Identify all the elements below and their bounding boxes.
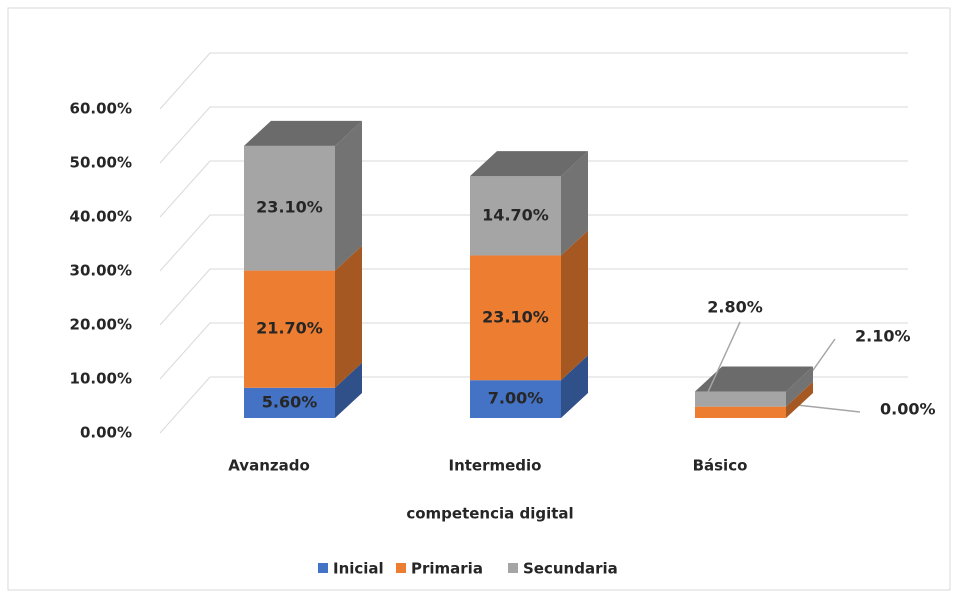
data-label: 2.10% xyxy=(855,327,911,346)
data-label: 0.00% xyxy=(880,400,936,419)
bar-side xyxy=(561,355,588,418)
legend-swatch xyxy=(318,563,328,573)
bar-side xyxy=(335,245,362,388)
y-tick-label: 40.00% xyxy=(70,208,132,226)
leader-line xyxy=(707,321,741,393)
bar xyxy=(470,255,561,381)
data-label: 23.10% xyxy=(482,307,549,326)
y-tick-label: 60.00% xyxy=(70,100,132,118)
grid-line xyxy=(159,160,908,218)
bar-segment xyxy=(695,366,813,407)
x-axis-label: competencia digital xyxy=(406,505,573,523)
y-tick-label: 20.00% xyxy=(70,316,132,334)
grid-line xyxy=(159,376,908,434)
bar-top xyxy=(244,120,362,146)
bar xyxy=(695,391,786,407)
grid-line xyxy=(159,106,908,164)
bar-side xyxy=(786,366,813,407)
bar-segment xyxy=(244,362,362,418)
bar-side xyxy=(561,151,588,256)
legend-label: Primaria xyxy=(411,560,483,578)
data-label: 5.60% xyxy=(262,392,318,411)
y-tick-label: 50.00% xyxy=(70,154,132,172)
bar-top xyxy=(695,366,813,392)
bar-segment xyxy=(470,355,588,418)
legend-swatch xyxy=(508,563,518,573)
legend-label: Inicial xyxy=(333,560,384,578)
grid-line xyxy=(159,52,908,110)
bar-side xyxy=(335,362,362,418)
bar-top xyxy=(470,151,588,177)
bar-side xyxy=(561,230,588,381)
leader-line xyxy=(787,403,861,413)
bar-segment xyxy=(695,381,813,418)
bar-segment xyxy=(244,245,362,388)
bar-side xyxy=(786,381,813,418)
bar-segment xyxy=(244,120,362,271)
data-label: 2.80% xyxy=(707,298,763,317)
data-label: 23.10% xyxy=(256,198,323,217)
bar xyxy=(695,406,786,418)
bar-segment xyxy=(470,230,588,381)
grid-line xyxy=(159,214,908,272)
x-tick-label: Avanzado xyxy=(228,457,310,475)
bar xyxy=(470,176,561,256)
legend-swatch xyxy=(396,563,406,573)
bar xyxy=(470,380,561,418)
bar-segment xyxy=(470,151,588,256)
data-label: 7.00% xyxy=(488,389,544,408)
x-tick-label: Básico xyxy=(693,457,748,475)
y-tick-label: 10.00% xyxy=(70,370,132,388)
bar xyxy=(244,145,335,271)
x-tick-label: Intermedio xyxy=(449,457,542,475)
y-tick-label: 30.00% xyxy=(70,262,132,280)
grid-line xyxy=(159,322,908,380)
y-tick-label: 0.00% xyxy=(80,424,132,442)
data-label: 21.70% xyxy=(256,319,323,338)
grid-line xyxy=(159,268,908,326)
bar xyxy=(244,387,335,418)
bar-side xyxy=(335,120,362,271)
legend-label: Secundaria xyxy=(523,560,618,578)
bar xyxy=(244,270,335,388)
data-label: 14.70% xyxy=(482,205,549,224)
